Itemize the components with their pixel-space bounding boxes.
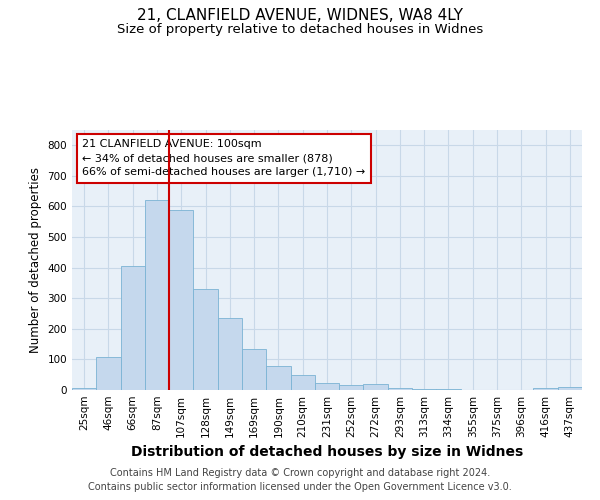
Bar xyxy=(193,289,218,390)
Bar xyxy=(315,384,339,390)
Bar xyxy=(412,389,436,390)
Text: Contains HM Land Registry data © Crown copyright and database right 2024.: Contains HM Land Registry data © Crown c… xyxy=(110,468,490,477)
Y-axis label: Number of detached properties: Number of detached properties xyxy=(29,167,42,353)
Bar xyxy=(145,200,169,390)
Bar xyxy=(290,374,315,390)
Bar xyxy=(364,384,388,390)
Bar xyxy=(96,358,121,390)
Bar xyxy=(266,366,290,390)
X-axis label: Distribution of detached houses by size in Widnes: Distribution of detached houses by size … xyxy=(131,446,523,460)
Bar xyxy=(558,387,582,390)
Text: 21 CLANFIELD AVENUE: 100sqm
← 34% of detached houses are smaller (878)
66% of se: 21 CLANFIELD AVENUE: 100sqm ← 34% of det… xyxy=(82,139,365,177)
Bar xyxy=(388,388,412,390)
Bar xyxy=(72,388,96,390)
Bar xyxy=(242,348,266,390)
Text: Contains public sector information licensed under the Open Government Licence v3: Contains public sector information licen… xyxy=(88,482,512,492)
Bar xyxy=(169,210,193,390)
Bar xyxy=(218,318,242,390)
Text: 21, CLANFIELD AVENUE, WIDNES, WA8 4LY: 21, CLANFIELD AVENUE, WIDNES, WA8 4LY xyxy=(137,8,463,22)
Text: Size of property relative to detached houses in Widnes: Size of property relative to detached ho… xyxy=(117,22,483,36)
Bar xyxy=(339,386,364,390)
Bar xyxy=(121,266,145,390)
Bar xyxy=(533,388,558,390)
